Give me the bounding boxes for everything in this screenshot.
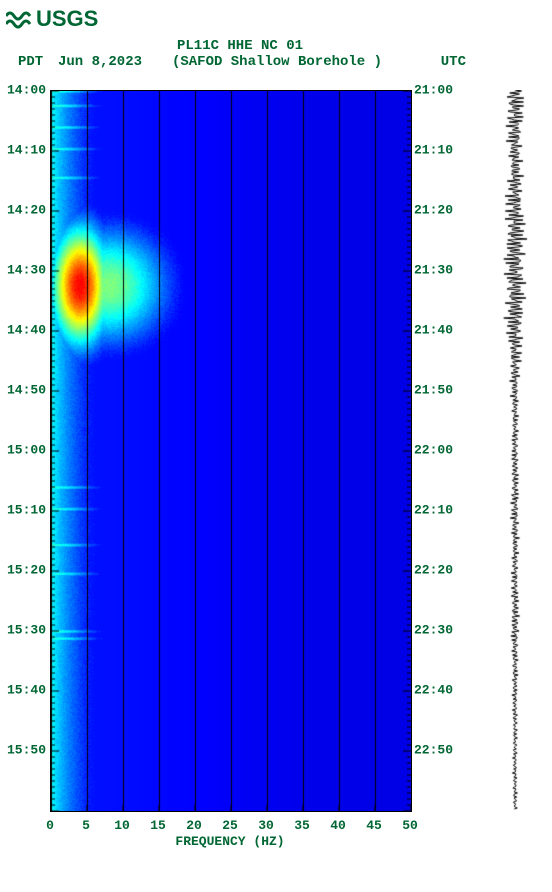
y-left-tick: 14:00 xyxy=(0,83,46,98)
side-waveform-canvas xyxy=(500,90,530,810)
x-tick: 30 xyxy=(258,818,274,833)
y-axis-right: 21:0021:1021:2021:3021:4021:5022:0022:10… xyxy=(410,90,460,810)
y-left-tick: 14:40 xyxy=(0,322,46,337)
spectrogram-canvas xyxy=(50,90,412,812)
y-left-tick: 15:50 xyxy=(0,743,46,758)
y-left-tick: 15:30 xyxy=(0,623,46,638)
y-right-tick: 22:20 xyxy=(414,563,464,578)
y-left-tick: 15:40 xyxy=(0,682,46,697)
y-left-tick: 15:10 xyxy=(0,502,46,517)
timezone-right: UTC xyxy=(406,54,470,70)
side-waveform xyxy=(500,90,530,810)
y-right-tick: 22:30 xyxy=(414,623,464,638)
y-right-tick: 22:00 xyxy=(414,443,464,458)
y-left-tick: 15:00 xyxy=(0,443,46,458)
title-block: PL11C HHE NC 01 PDT Jun 8,2023 (SAFOD Sh… xyxy=(0,38,552,70)
y-left-tick: 15:20 xyxy=(0,563,46,578)
y-left-tick: 14:10 xyxy=(0,142,46,157)
y-right-tick: 21:50 xyxy=(414,383,464,398)
x-axis: FREQUENCY (HZ) 05101520253035404550 xyxy=(50,812,410,852)
x-tick: 35 xyxy=(294,818,310,833)
x-tick: 40 xyxy=(330,818,346,833)
usgs-logo-text: USGS xyxy=(36,6,98,32)
y-right-tick: 21:20 xyxy=(414,203,464,218)
chart-title: PL11C HHE NC 01 xyxy=(10,38,470,54)
x-tick: 25 xyxy=(222,818,238,833)
chart-date: Jun 8,2023 xyxy=(58,54,148,70)
y-right-tick: 22:10 xyxy=(414,502,464,517)
x-tick: 10 xyxy=(114,818,130,833)
y-left-tick: 14:50 xyxy=(0,383,46,398)
y-right-tick: 21:40 xyxy=(414,322,464,337)
x-tick: 15 xyxy=(150,818,166,833)
x-tick: 0 xyxy=(46,818,54,833)
y-left-tick: 14:20 xyxy=(0,203,46,218)
x-tick: 50 xyxy=(402,818,418,833)
usgs-logo: USGS xyxy=(6,6,98,32)
station-desc: (SAFOD Shallow Borehole ) xyxy=(148,54,406,70)
y-right-tick: 22:50 xyxy=(414,743,464,758)
spectrogram-plot xyxy=(50,90,410,810)
usgs-wave-icon xyxy=(6,8,32,30)
x-tick: 20 xyxy=(186,818,202,833)
y-right-tick: 21:10 xyxy=(414,142,464,157)
x-axis-label: FREQUENCY (HZ) xyxy=(50,834,410,849)
x-tick: 5 xyxy=(82,818,90,833)
timezone-left: PDT xyxy=(10,54,58,70)
y-right-tick: 21:00 xyxy=(414,83,464,98)
y-right-tick: 22:40 xyxy=(414,682,464,697)
x-tick: 45 xyxy=(366,818,382,833)
y-axis-left: 14:0014:1014:2014:3014:4014:5015:0015:10… xyxy=(0,90,50,810)
y-right-tick: 21:30 xyxy=(414,263,464,278)
y-left-tick: 14:30 xyxy=(0,263,46,278)
